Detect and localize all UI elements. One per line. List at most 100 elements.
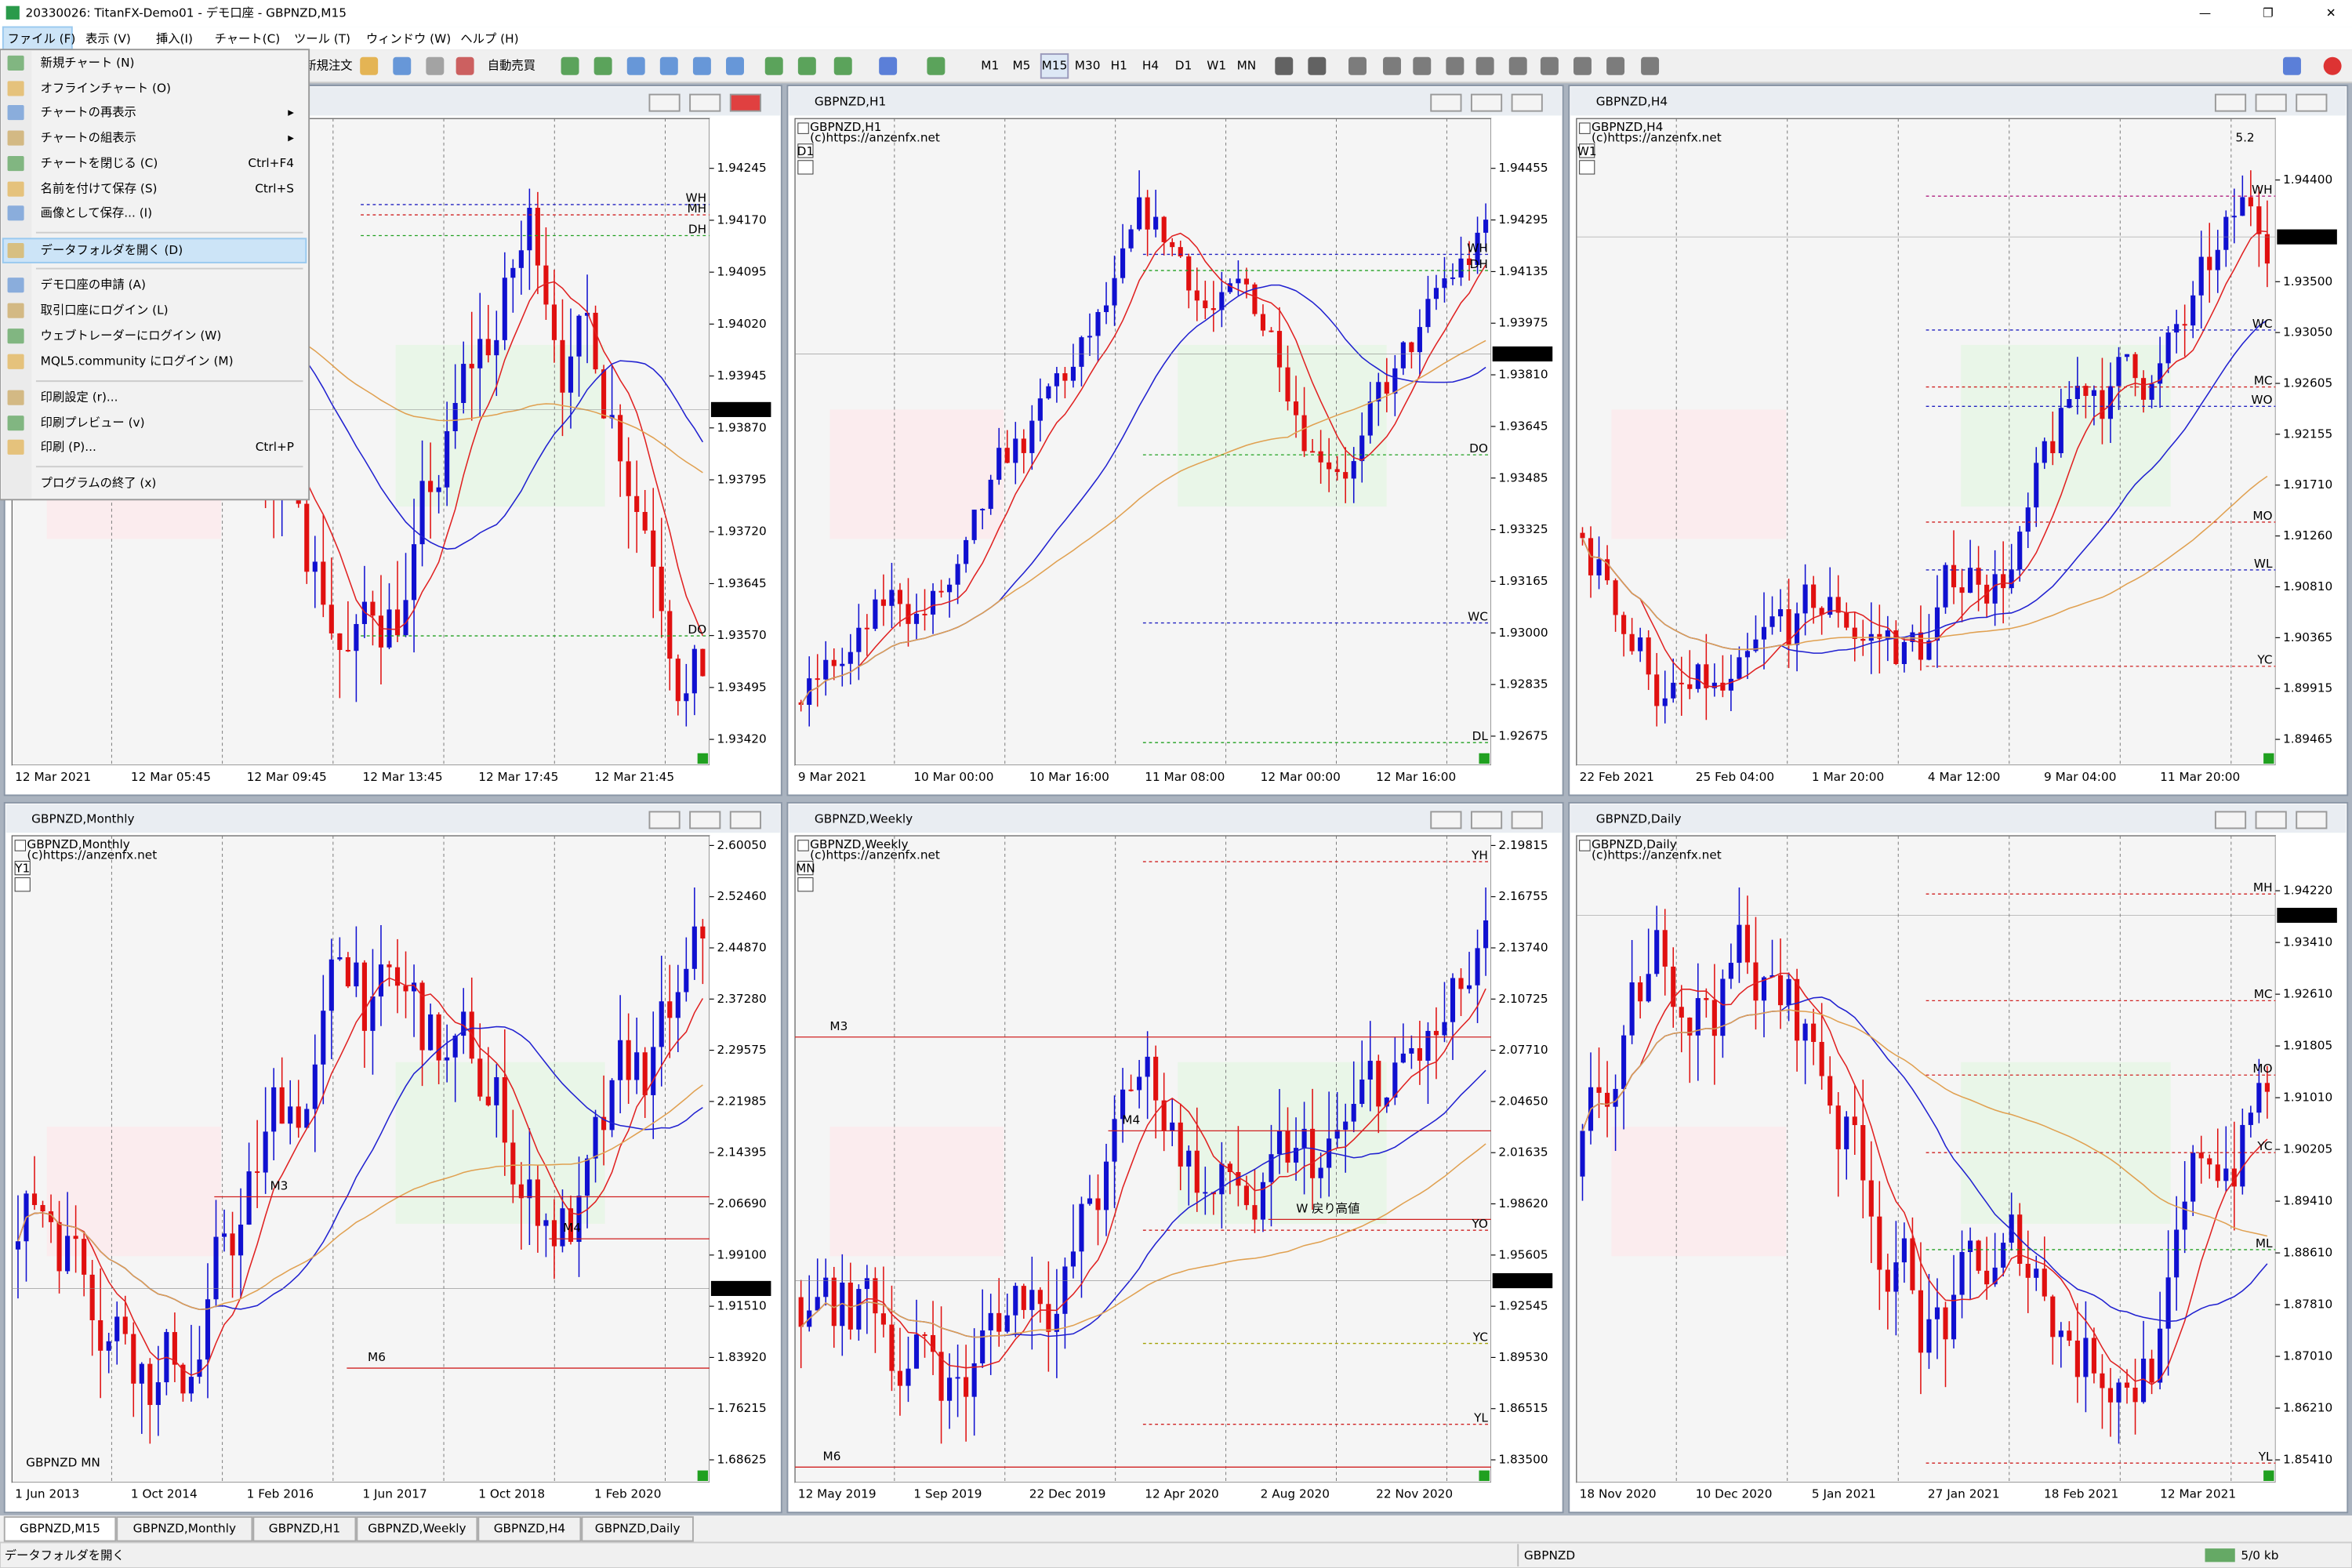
- window-control[interactable]: [2255, 811, 2287, 829]
- timeframe-button[interactable]: W1: [1207, 59, 1226, 73]
- toolbar-icon[interactable]: [426, 56, 445, 75]
- menu-item[interactable]: 印刷設定 (r)...: [41, 390, 118, 405]
- menu-item[interactable]: ウェブトレーダーにログイン (W): [41, 328, 222, 343]
- menu-item[interactable]: 新規チャート (N): [41, 56, 135, 70]
- window-control[interactable]: [1430, 93, 1462, 112]
- toolbar-icon[interactable]: [927, 56, 946, 75]
- period-button[interactable]: [1579, 143, 1595, 158]
- toolbar-button[interactable]: 新規注文: [304, 59, 352, 73]
- tab-label[interactable]: GBPNZD,Monthly: [133, 1522, 236, 1536]
- toolbar-icon[interactable]: [2282, 56, 2301, 75]
- timeframe-button[interactable]: M1: [981, 59, 999, 73]
- menu-item[interactable]: チャートを閉じる (C): [41, 156, 158, 170]
- tab-label[interactable]: GBPNZD,H4: [494, 1522, 565, 1536]
- timeframe-button[interactable]: M5: [1012, 59, 1030, 73]
- scroll-button[interactable]: [797, 877, 814, 892]
- window-control[interactable]: [1470, 93, 1503, 112]
- toolbar-icon[interactable]: [797, 56, 816, 75]
- window-control[interactable]: [1511, 811, 1543, 829]
- timeframe-button[interactable]: H1: [1111, 59, 1127, 73]
- scroll-button[interactable]: [14, 877, 31, 892]
- menu-item[interactable]: 挿入(I): [156, 31, 193, 45]
- toolbar-icon[interactable]: [593, 56, 612, 75]
- toolbar-icon[interactable]: [1348, 56, 1367, 75]
- timeframe-button[interactable]: M15: [1042, 59, 1068, 73]
- menu-item[interactable]: MQL5.community にログイン (M): [41, 354, 234, 368]
- toolbar-icon[interactable]: [360, 56, 379, 75]
- tab[interactable]: [581, 1515, 694, 1542]
- chart-menu-button[interactable]: [797, 840, 809, 851]
- window-control[interactable]: [729, 93, 761, 112]
- toolbar-icon[interactable]: [692, 56, 711, 75]
- window-control[interactable]: [689, 93, 721, 112]
- period-button[interactable]: [797, 861, 814, 876]
- menu-item[interactable]: プログラムの終了 (x): [41, 476, 157, 490]
- period-button-label[interactable]: Y1: [14, 862, 30, 876]
- window-control[interactable]: [2296, 93, 2328, 112]
- timeframe-button[interactable]: D1: [1175, 59, 1192, 73]
- toolbar-icon[interactable]: [561, 56, 579, 75]
- menu-item[interactable]: デモ口座の申請 (A): [41, 278, 146, 292]
- toolbar-icon[interactable]: [659, 56, 678, 75]
- toolbar-icon[interactable]: [1475, 56, 1494, 75]
- window-control[interactable]: [2214, 811, 2247, 829]
- timeframe-button[interactable]: MN: [1237, 59, 1257, 73]
- window-control[interactable]: [689, 811, 721, 829]
- chart-menu-button[interactable]: [1579, 122, 1591, 134]
- toolbar-button[interactable]: 自動売買: [488, 59, 535, 73]
- scroll-button[interactable]: [797, 160, 814, 175]
- toolbar-icon[interactable]: [1383, 56, 1401, 75]
- tab-label[interactable]: GBPNZD,Daily: [595, 1522, 681, 1536]
- menu-item[interactable]: ツール (T): [294, 31, 350, 45]
- menu-item[interactable]: ヘルプ (H): [460, 31, 518, 45]
- toolbar-icon[interactable]: [1508, 56, 1527, 75]
- menu-item[interactable]: ウィンドウ (W): [366, 31, 451, 45]
- tab-label[interactable]: GBPNZD,H1: [269, 1522, 340, 1536]
- period-button-label[interactable]: D1: [797, 144, 815, 158]
- toolbar-icon[interactable]: [1275, 56, 1294, 75]
- toolbar-icon[interactable]: [456, 56, 474, 75]
- toolbar-icon[interactable]: [626, 56, 645, 75]
- chart-menu-button[interactable]: [1579, 840, 1591, 851]
- timeframe-button[interactable]: H4: [1142, 59, 1159, 73]
- menu-item[interactable]: オフラインチャート (O): [41, 81, 171, 95]
- menu-item[interactable]: 取引口座にログイン (L): [41, 303, 169, 318]
- menu-item[interactable]: データフォルダを開く (D): [41, 243, 183, 257]
- menu-item[interactable]: 表示 (V): [85, 31, 131, 45]
- window-control[interactable]: [648, 811, 681, 829]
- window-control[interactable]: [729, 811, 761, 829]
- menu-item[interactable]: 印刷プレビュー (v): [41, 416, 145, 430]
- toolbar-icon[interactable]: [1573, 56, 1592, 75]
- tab-label[interactable]: GBPNZD,M15: [20, 1522, 100, 1536]
- window-control[interactable]: [648, 93, 681, 112]
- menu-item[interactable]: ファイル (F): [8, 31, 76, 45]
- window-control[interactable]: [1430, 811, 1462, 829]
- toolbar-icon[interactable]: [1413, 56, 1432, 75]
- timeframe-button[interactable]: M30: [1075, 59, 1101, 73]
- window-control[interactable]: [2255, 93, 2287, 112]
- toolbar-icon[interactable]: [1540, 56, 1559, 75]
- tab[interactable]: [356, 1515, 478, 1542]
- toolbar-icon[interactable]: [1446, 56, 1465, 75]
- toolbar-icon[interactable]: [393, 56, 412, 75]
- toolbar-icon[interactable]: [879, 56, 898, 75]
- period-button[interactable]: [797, 143, 814, 158]
- window-control[interactable]: [2296, 811, 2328, 829]
- menu-item[interactable]: 名前を付けて保存 (S): [41, 182, 158, 196]
- menu-item[interactable]: チャートの再表示: [41, 105, 136, 119]
- window-button[interactable]: —: [2199, 6, 2211, 20]
- window-button[interactable]: ❐: [2263, 6, 2274, 20]
- toolbar-icon[interactable]: [1606, 56, 1625, 75]
- menu-item[interactable]: 画像として保存... (I): [41, 205, 153, 220]
- tab-label[interactable]: GBPNZD,Weekly: [368, 1522, 466, 1536]
- toolbar-icon[interactable]: [1641, 56, 1660, 75]
- window-button[interactable]: ✕: [2326, 6, 2336, 20]
- window-control[interactable]: [2214, 93, 2247, 112]
- period-button-label[interactable]: MN: [796, 862, 815, 876]
- chart-menu-button[interactable]: [797, 122, 809, 134]
- tab[interactable]: [252, 1515, 357, 1542]
- toolbar-icon[interactable]: [833, 56, 852, 75]
- toolbar-icon[interactable]: [726, 56, 744, 75]
- tab-active[interactable]: [3, 1515, 117, 1542]
- toolbar-icon[interactable]: [764, 56, 783, 75]
